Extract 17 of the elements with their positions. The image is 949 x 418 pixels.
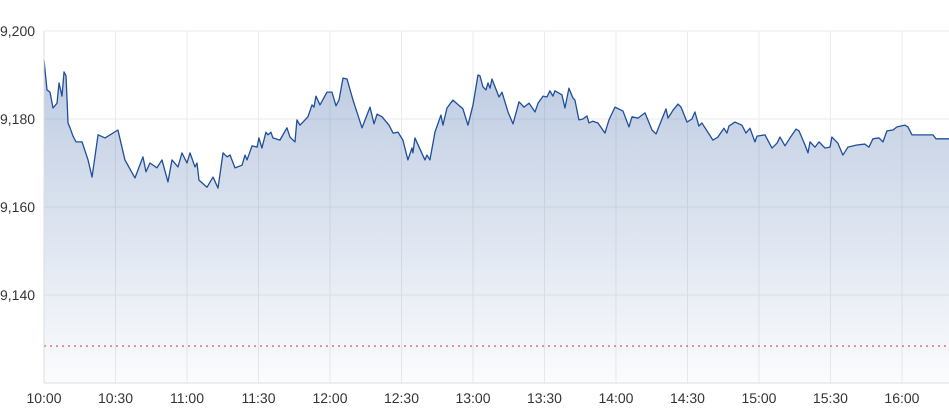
x-tick-label: 14:00: [598, 390, 634, 406]
x-tick-label: 15:00: [741, 390, 777, 406]
x-tick-label: 10:30: [98, 390, 134, 406]
y-tick-label: 9,140: [0, 286, 36, 303]
x-tick-label: 16:00: [884, 390, 920, 406]
x-tick-label: 13:00: [455, 390, 491, 406]
x-tick-label: 13:30: [526, 390, 562, 406]
y-tick-label: 9,180: [0, 110, 36, 127]
x-tick-label: 11:00: [170, 390, 204, 406]
y-tick-label: 9,160: [0, 198, 36, 215]
y-tick-label: 9,200: [0, 22, 36, 39]
x-tick-label: 11:30: [241, 390, 276, 406]
x-tick-label: 15:30: [812, 390, 848, 406]
x-tick-label: 10:00: [26, 390, 62, 406]
x-tick-label: 12:30: [384, 390, 420, 406]
x-tick-label: 12:00: [312, 390, 348, 406]
x-tick-label: 14:30: [670, 390, 706, 406]
